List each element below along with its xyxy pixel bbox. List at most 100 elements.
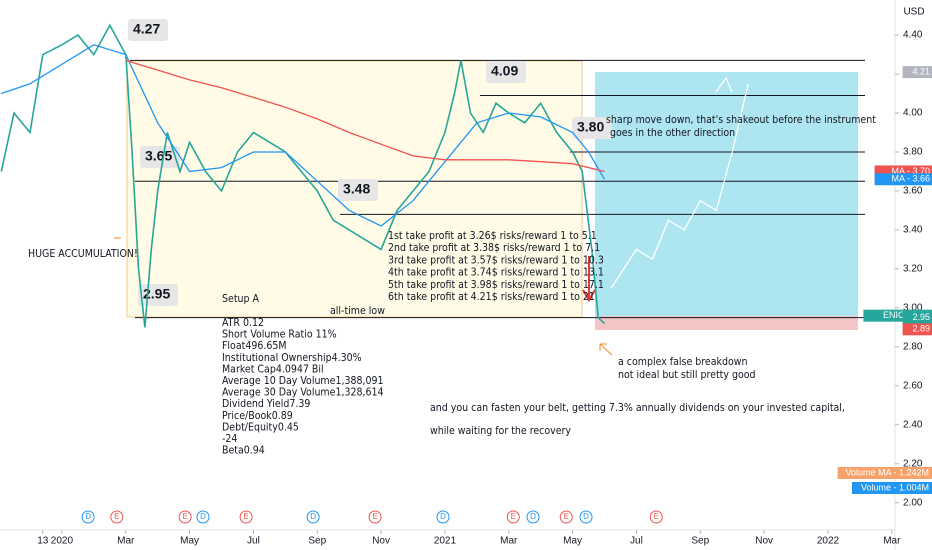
x-tick-label: Mar: [500, 536, 518, 547]
event-marker: [178, 510, 192, 524]
event-label: D: [200, 512, 206, 521]
x-tick-label: Nov: [755, 536, 773, 547]
currency: USD: [903, 7, 924, 18]
annotation: while waiting for the recovery: [430, 425, 571, 437]
volume-label: Volume MA - 1.242M: [845, 467, 929, 477]
arrow-up: [715, 76, 733, 93]
x-tick-label: Nov: [372, 536, 390, 547]
fundamental: Beta0.94: [222, 445, 265, 457]
fundamental: ATR 0.12: [222, 317, 264, 329]
event-marker: [239, 510, 253, 524]
price-label: 4.21: [912, 66, 930, 76]
event-marker: [526, 510, 540, 524]
event-label: D: [85, 512, 91, 521]
y-tick-label: 2.00: [903, 497, 923, 508]
event-label: E: [243, 512, 248, 521]
x-tick-label: 2022: [817, 536, 840, 547]
take-profit: 3rd take profit at 3.57$ risks/reward 1 …: [388, 254, 604, 266]
series-line: [0, 23, 606, 328]
arrow: [599, 343, 613, 356]
annotation: and you can fasten your belt, getting 7.…: [430, 402, 845, 414]
event-marker: [81, 510, 95, 524]
level-badge: [338, 179, 378, 201]
annotation: not ideal but still pretty good: [618, 369, 756, 381]
price-label-box: [902, 323, 932, 336]
level-badge: [140, 146, 180, 168]
event-marker: [649, 510, 663, 524]
volume-label-box: [837, 467, 932, 479]
annotation: a complex false breakdown: [618, 356, 748, 368]
annotation: sharp move down, that's shakeout before …: [606, 114, 876, 126]
y-tick-label: 4.00: [903, 108, 923, 119]
level-label: 4.09: [491, 63, 518, 79]
event-marker: [436, 510, 450, 524]
x-tick-label: Mar: [883, 536, 901, 547]
price-label: MA - 3.70: [891, 166, 930, 176]
x-tick-label: May: [563, 536, 582, 547]
target-box: [595, 72, 858, 316]
y-tick-label: 3.80: [903, 147, 923, 158]
y-tick-label: 3.40: [903, 225, 923, 236]
event-label: D: [530, 512, 536, 521]
event-label: E: [654, 512, 659, 521]
volume-label: Volume - 1.004M: [861, 482, 929, 492]
series-line: [1, 44, 606, 227]
take-profit: 2nd take profit at 3.38$ risks/reward 1 …: [388, 242, 600, 254]
take-profit: 6th take profit at 4.21$ risks/reward 1 …: [388, 291, 595, 303]
x-tick-label: 2021: [434, 536, 457, 547]
fundamental: Dividend Yield7.39: [222, 398, 310, 410]
level-badge: [486, 61, 526, 83]
level-label: 2.95: [143, 286, 170, 302]
x-tick-label: Sep: [691, 536, 709, 547]
level-badge: [128, 19, 168, 41]
annotation: Setup A: [222, 293, 260, 305]
event-label: D: [440, 512, 446, 521]
take-profit: 1st take profit at 3.26$ risks/reward 1 …: [388, 230, 597, 242]
projection-line: [610, 83, 749, 289]
fundamental: Short Volume Ratio 11%: [222, 329, 337, 341]
level-label: 3.80: [577, 119, 604, 135]
fundamental: Institutional Ownership4.30%: [222, 352, 362, 364]
y-tick-label: 2.40: [903, 419, 923, 430]
price-label-box: [902, 311, 932, 324]
price-label: 2.95: [912, 312, 930, 322]
volume-label-box: [852, 482, 932, 494]
y-tick-label: 2.20: [903, 458, 923, 469]
annotation: all-time low: [330, 305, 385, 317]
event-marker: [579, 510, 593, 524]
x-tick-label: May: [180, 536, 199, 547]
event-label: E: [182, 512, 187, 521]
price-label: 2.89: [912, 324, 930, 334]
event-label: E: [511, 512, 516, 521]
x-tick-label: 13: [37, 536, 49, 547]
y-tick-label: 3.00: [903, 303, 923, 314]
annotation: HUGE ACCUMULATION!: [28, 248, 138, 260]
event-marker: [196, 510, 210, 524]
fundamental: Price/Book0.89: [222, 410, 293, 422]
level-label: 3.65: [145, 148, 172, 164]
y-tick-label: 3.60: [903, 186, 923, 197]
y-tick-label: 4.40: [903, 30, 923, 41]
event-label: D: [310, 512, 316, 521]
fundamental: Debt/Equity0.45: [222, 421, 299, 433]
event-label: E: [372, 512, 377, 521]
event-marker: [559, 510, 573, 524]
level-label: 3.48: [343, 181, 370, 197]
x-tick-label: Mar: [117, 536, 135, 547]
level-label: 4.27: [133, 21, 160, 37]
y-tick-label: 2.80: [903, 341, 923, 352]
fundamental: Market Cap4.0947 Bil: [222, 363, 324, 375]
price-label-box: [902, 66, 932, 79]
x-tick-label: Sep: [308, 536, 326, 547]
take-profit: 4th take profit at 3.74$ risks/reward 1 …: [388, 267, 604, 279]
fundamental: -24: [222, 433, 237, 445]
event-marker: [306, 510, 320, 524]
annotation: goes in the other direction: [610, 127, 735, 139]
event-label: D: [583, 512, 589, 521]
price-label-box: [874, 173, 932, 186]
fundamental: Average 10 Day Volume1,388,091: [222, 375, 384, 387]
stop-box: [595, 316, 858, 330]
event-marker: [506, 510, 520, 524]
event-marker: [368, 510, 382, 524]
